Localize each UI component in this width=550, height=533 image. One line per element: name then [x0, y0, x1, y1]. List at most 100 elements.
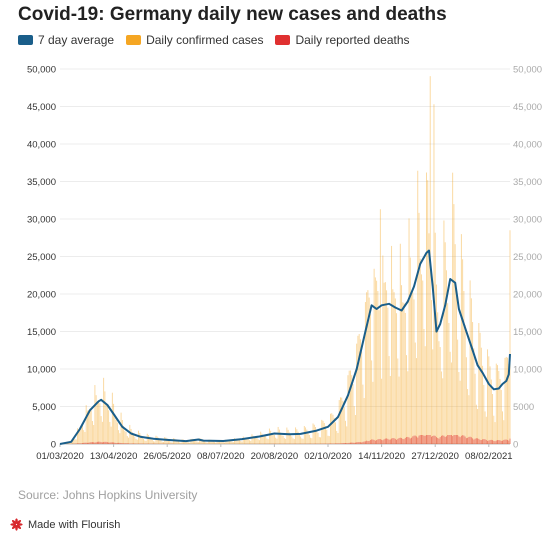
- death-bar: [362, 441, 364, 444]
- flourish-footer[interactable]: Made with Flourish: [10, 518, 120, 531]
- death-bar: [337, 443, 339, 444]
- legend-label-7day: 7 day average: [38, 33, 115, 47]
- case-bar: [91, 421, 93, 444]
- x-tick-label: 08/07/2020: [197, 451, 245, 462]
- y-tick-label-right: 50,000: [513, 65, 542, 76]
- case-bar: [237, 439, 239, 444]
- case-bar: [232, 442, 234, 444]
- case-bar: [115, 419, 117, 444]
- case-bar: [317, 432, 319, 444]
- y-tick-label-right: 30,000: [513, 215, 542, 226]
- case-bar: [101, 421, 103, 444]
- case-bar: [337, 433, 339, 444]
- death-bar: [438, 438, 440, 444]
- case-bar: [165, 437, 167, 444]
- death-bar: [110, 442, 112, 444]
- case-bar: [374, 277, 376, 444]
- case-bar: [100, 416, 102, 444]
- death-bar: [335, 443, 336, 444]
- death-bar: [83, 442, 85, 444]
- case-bar: [366, 292, 368, 444]
- case-bar: [271, 433, 273, 444]
- case-bar: [99, 403, 101, 444]
- case-bar: [267, 439, 269, 444]
- death-bar: [417, 437, 419, 444]
- death-bar: [359, 442, 361, 444]
- case-bar: [504, 357, 506, 444]
- death-bar: [448, 435, 450, 444]
- death-bar: [421, 435, 422, 444]
- y-tick-label-left: 15,000: [27, 327, 56, 338]
- case-bar: [184, 440, 186, 444]
- death-bar: [85, 442, 87, 444]
- case-bar: [445, 270, 447, 444]
- death-bar: [460, 435, 462, 444]
- case-bar: [487, 349, 489, 444]
- case-bar: [307, 432, 309, 444]
- case-bar: [398, 376, 400, 444]
- death-bar: [508, 440, 510, 444]
- case-bar: [130, 428, 132, 444]
- case-bar: [108, 410, 110, 444]
- death-bar: [116, 442, 118, 444]
- case-bar: [325, 426, 326, 444]
- death-bar: [376, 440, 378, 444]
- case-bar: [217, 440, 219, 444]
- death-bar: [419, 435, 421, 444]
- case-bar: [220, 440, 222, 444]
- seven-day-average-line: [59, 249, 511, 445]
- legend-item-cases[interactable]: Daily confirmed cases: [126, 33, 263, 47]
- case-bar: [391, 245, 393, 444]
- case-bar: [467, 389, 469, 444]
- death-bar: [468, 436, 470, 444]
- case-bar: [226, 440, 228, 444]
- case-bar: [153, 441, 154, 444]
- case-bar: [341, 397, 343, 444]
- case-bar: [502, 411, 503, 444]
- y-tick-label-left: 25,000: [27, 252, 56, 263]
- death-bar: [412, 436, 414, 444]
- death-bar: [121, 443, 123, 444]
- case-bar: [346, 426, 348, 444]
- death-bar: [452, 436, 454, 444]
- case-bar: [473, 348, 475, 444]
- death-bar: [338, 443, 340, 444]
- death-bar: [413, 435, 415, 444]
- x-tick-label: 01/03/2020: [36, 451, 84, 462]
- legend-swatch-deaths: [275, 35, 291, 45]
- legend-item-7day[interactable]: 7 day average: [18, 33, 114, 47]
- case-bar: [234, 438, 235, 444]
- case-bar: [459, 380, 461, 444]
- case-bar: [128, 437, 130, 444]
- case-bar: [412, 292, 414, 444]
- case-bar: [396, 313, 398, 444]
- case-bar: [470, 298, 472, 444]
- death-bar: [493, 440, 495, 444]
- case-bar: [439, 347, 441, 444]
- case-bar: [276, 438, 278, 444]
- case-bar: [211, 440, 213, 444]
- death-bar: [84, 442, 86, 444]
- death-bar: [95, 442, 97, 444]
- death-bar: [373, 439, 375, 444]
- case-bar: [73, 438, 75, 444]
- case-bar: [354, 415, 356, 444]
- case-bar: [291, 436, 293, 444]
- case-bar: [454, 244, 456, 444]
- case-bar: [263, 435, 265, 444]
- case-bar: [244, 437, 245, 444]
- death-bar: [464, 436, 466, 444]
- death-bar: [504, 439, 506, 444]
- case-bar: [399, 243, 401, 444]
- case-bar: [356, 343, 358, 444]
- case-bar: [256, 437, 258, 444]
- case-bar: [216, 440, 218, 444]
- death-bar: [455, 435, 457, 444]
- case-bar: [468, 395, 470, 444]
- case-bar: [146, 433, 148, 444]
- case-bar: [230, 440, 232, 444]
- death-bar: [398, 438, 400, 444]
- case-bar: [283, 438, 285, 444]
- legend-item-deaths[interactable]: Daily reported deaths: [275, 33, 410, 47]
- case-bar: [421, 274, 422, 444]
